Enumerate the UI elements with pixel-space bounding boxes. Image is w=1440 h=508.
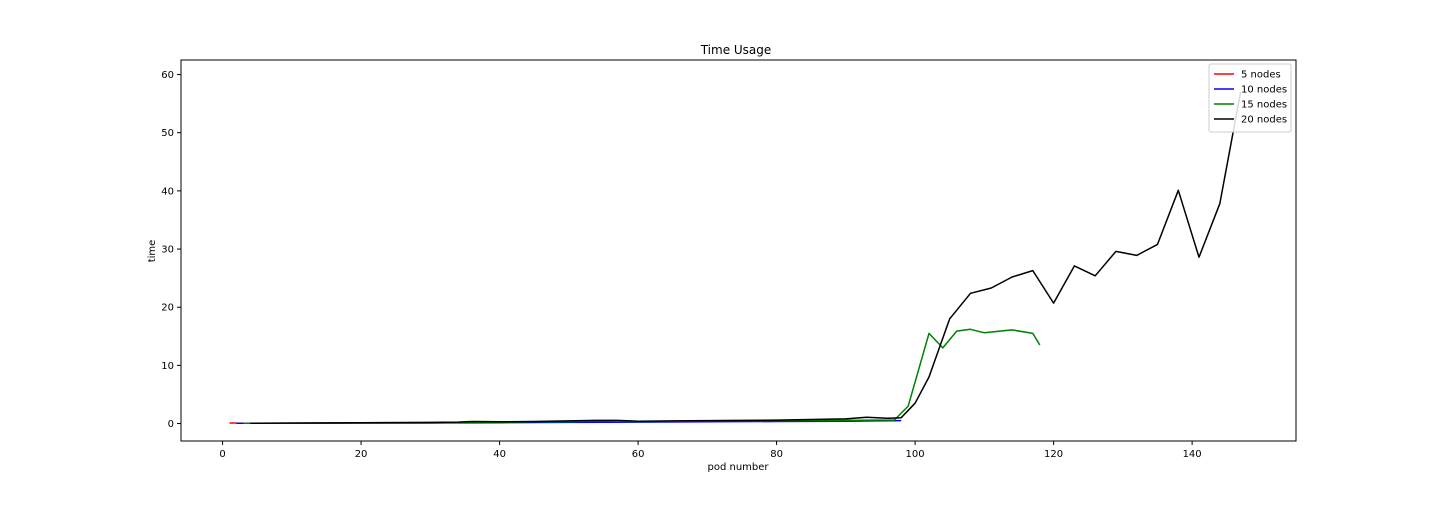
y-tick-label: 60 — [161, 70, 174, 81]
x-tick-label: 40 — [493, 449, 506, 460]
legend-label: 20 nodes — [1241, 115, 1287, 126]
y-tick-label: 30 — [161, 245, 174, 256]
x-tick-label: 20 — [355, 449, 368, 460]
x-tick-label: 0 — [219, 449, 225, 460]
y-tick-label: 20 — [161, 303, 174, 314]
legend-label: 10 nodes — [1241, 85, 1287, 96]
x-tick-label: 100 — [906, 449, 925, 460]
plot-frame — [180, 59, 1297, 442]
legend-box — [1208, 63, 1292, 133]
y-axis-label: time — [147, 240, 158, 263]
series-line-3 — [243, 328, 1041, 425]
y-tick-label: 0 — [168, 419, 174, 430]
x-tick-label: 80 — [770, 449, 783, 460]
x-tick-label: 140 — [1183, 449, 1202, 460]
chart-title: Time Usage — [700, 43, 772, 57]
y-tick-label: 10 — [161, 361, 174, 372]
y-tick-label: 40 — [161, 186, 174, 197]
x-tick-label: 60 — [632, 449, 645, 460]
series-line-4 — [250, 91, 1242, 425]
legend-label: 5 nodes — [1241, 70, 1281, 81]
legend-label: 15 nodes — [1241, 100, 1287, 111]
y-tick-label: 50 — [161, 128, 174, 139]
x-tick-label: 120 — [1044, 449, 1063, 460]
x-axis-label: pod number — [707, 462, 769, 473]
plot-area: 0 20 40 60 80 100 120 140 0 10 20 30 40 50 60 5 nodes 10… — [161, 59, 1297, 460]
